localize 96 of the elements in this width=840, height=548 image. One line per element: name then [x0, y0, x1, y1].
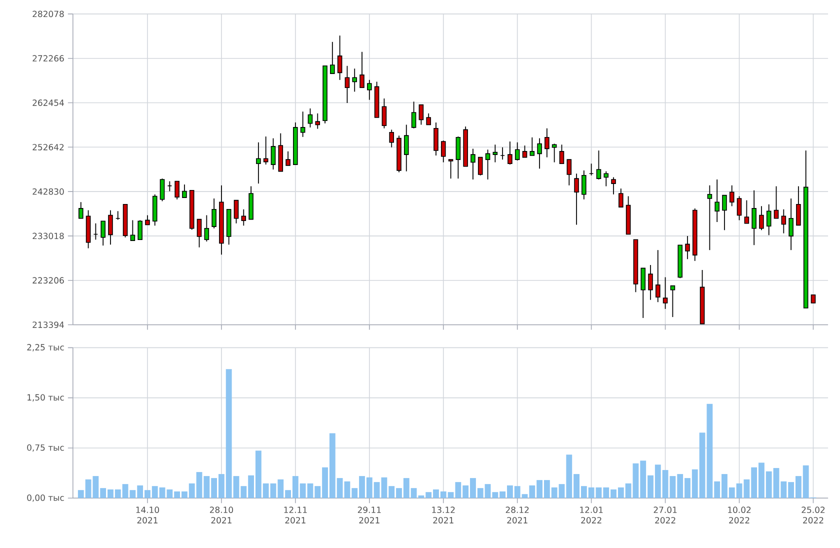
candlestick — [404, 124, 409, 172]
candlestick — [352, 68, 357, 92]
candlestick — [537, 138, 542, 170]
candlestick — [596, 150, 602, 180]
x-tick-label: 12.01 2022 — [580, 506, 603, 524]
candlestick — [514, 142, 520, 161]
y-tick-label: 2,25 тыс — [27, 344, 64, 352]
candlestick — [256, 142, 261, 184]
candlestick — [574, 173, 579, 226]
candlestick — [670, 285, 676, 318]
candlestick — [145, 214, 150, 226]
x-tick-label: 12.11 2021 — [284, 506, 307, 524]
y-tick-label: 0,75 тыс — [27, 444, 64, 452]
candlestick — [78, 202, 84, 219]
x-tick-label: 10.02 2022 — [728, 506, 751, 524]
candlestick — [440, 140, 446, 163]
candlestick — [270, 138, 276, 170]
candlestick — [707, 184, 712, 251]
x-tick-label: 29.11 2021 — [358, 506, 381, 524]
candlestick — [196, 218, 202, 248]
candlestick — [722, 194, 727, 231]
y-tick-label: 1,50 тыс — [28, 394, 64, 402]
candlestick — [744, 200, 750, 224]
candlestick — [736, 196, 742, 221]
candlestick — [434, 122, 438, 156]
candlestick — [618, 188, 624, 208]
candlestick — [108, 210, 113, 246]
candlestick — [752, 190, 756, 246]
candlestick — [315, 112, 320, 130]
candlestick — [656, 250, 660, 303]
candlestick — [530, 136, 535, 156]
candlestick — [604, 170, 609, 187]
y-tick-label: 262454 — [32, 100, 64, 106]
candlestick — [478, 156, 483, 176]
candlestick — [662, 276, 668, 310]
y-tick-label: 252642 — [32, 144, 64, 150]
candlestick — [130, 220, 136, 242]
candlestick — [100, 220, 106, 246]
candlestick — [685, 236, 690, 260]
candlestick — [389, 129, 394, 148]
x-tick-label: 28.10 2021 — [210, 506, 234, 524]
y-tick-label: 272266 — [32, 55, 64, 62]
candlestick — [234, 200, 239, 224]
candlestick — [559, 144, 564, 164]
candlestick — [544, 128, 550, 158]
candlestick — [648, 264, 653, 300]
candlestick — [470, 148, 476, 180]
x-tick-label: 25.02 2022 — [802, 506, 825, 524]
candlestick — [330, 41, 335, 74]
candlestick — [566, 159, 572, 186]
candlestick — [300, 111, 306, 138]
candlestick — [796, 186, 801, 226]
candlestick — [360, 51, 364, 88]
candlestick — [766, 204, 772, 236]
candlestick — [759, 206, 764, 231]
candlestick — [508, 141, 512, 166]
candlestick — [382, 98, 387, 129]
candlestick — [418, 104, 424, 126]
candlestick — [781, 208, 786, 234]
candlestick — [552, 143, 557, 163]
candlestick — [729, 184, 734, 207]
x-tick-label: 28.12 2021 — [506, 506, 529, 524]
candlestick — [204, 214, 210, 242]
candlestick — [788, 198, 794, 251]
y-tick-label: 242830 — [32, 188, 64, 195]
candlestick — [448, 159, 454, 180]
x-tick-label: 27.01 2022 — [654, 506, 677, 524]
candlestick — [411, 101, 416, 129]
candlestick — [582, 170, 586, 200]
candlestick — [344, 65, 350, 104]
y-tick-label: 223206 — [32, 277, 64, 284]
x-tick-label: 14.10 2021 — [136, 506, 160, 524]
candlestick — [714, 179, 720, 222]
candlestick — [426, 112, 431, 126]
candlestick — [308, 108, 313, 128]
candlestick — [286, 151, 290, 166]
candlestick — [241, 208, 246, 226]
candlestick — [212, 198, 216, 229]
y-tick-label: 213394 — [32, 322, 64, 328]
candlestick — [138, 220, 142, 240]
candlestick — [522, 145, 528, 158]
candlestick — [640, 268, 646, 318]
candlestick — [492, 144, 498, 163]
candlestick — [774, 186, 779, 219]
candlestick — [611, 176, 616, 195]
candlestick — [337, 35, 342, 80]
x-tick-label: 13.12 2021 — [432, 506, 455, 524]
y-tick-label: 0,00 тыс — [27, 494, 64, 502]
candlestick — [367, 80, 372, 100]
candlestick — [182, 184, 187, 198]
candlestick — [456, 136, 461, 180]
y-tick-label: 282078 — [32, 10, 64, 18]
candlestick — [485, 149, 490, 180]
y-tick-label: 233018 — [32, 232, 64, 240]
candlestick — [160, 178, 165, 202]
candlestick — [174, 180, 180, 200]
